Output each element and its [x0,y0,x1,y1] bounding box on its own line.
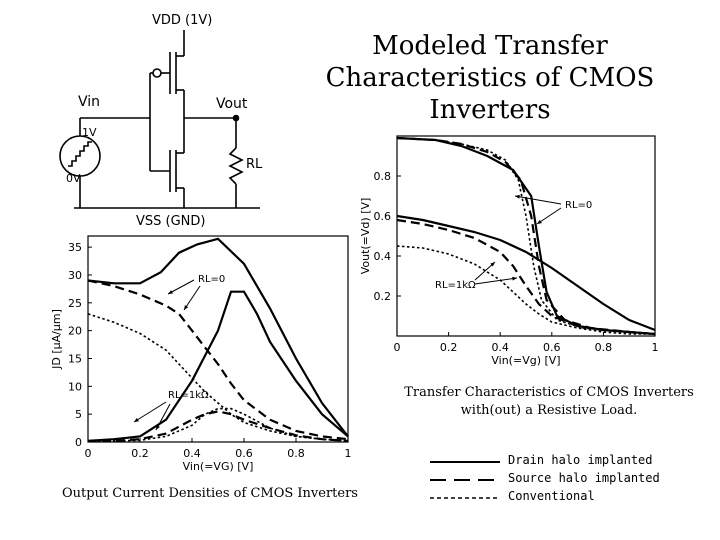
series-line-dotted [87,407,349,443]
series-line-dotted [396,245,655,335]
series-line-dashed [396,218,656,336]
plot-frame [396,135,656,337]
annotation-label: RL=1kΩ [168,390,209,401]
y-tick-label: 0.4 [374,250,392,263]
annotation-arrowhead [156,425,160,430]
y-tick-label: 0.2 [374,290,392,303]
series-line-dotted [396,137,656,335]
series-line-solid [87,237,349,438]
legend-item: Source halo implanted [430,471,690,488]
vss-label: VSS (GND) [136,214,205,229]
x-tick-label: 0.8 [287,447,305,460]
x-axis-label: Vin(=Vg) [V] [491,354,560,367]
annotation-arrow [167,279,195,295]
x-tick-label: 0.2 [131,447,149,460]
y-axis-label: JD [μA/μm] [50,309,63,370]
series-line-dotted [87,313,349,442]
x-tick-label: 0.2 [440,341,458,354]
x-tick-label: 0 [85,447,92,460]
transfer-caption: Transfer Characteristics of CMOS Inverte… [388,384,710,420]
plot-frame [87,235,349,443]
inverter-schematic: VDD (1V) VSS (GND) Vin Vout RL 1V 0V [59,13,263,229]
current-caption: Output Current Densities of CMOS Inverte… [62,486,358,501]
y-tick-label: 10 [68,380,82,393]
legend-item: Drain halo implanted [430,453,690,470]
page-title: Modeled Transfer Characteristics of CMOS… [300,30,680,126]
vdd-label: VDD (1V) [152,13,212,28]
x-tick-label: 0.6 [235,447,253,460]
annotation-arrow [133,401,167,423]
transfer-chart: 0 0.2 0.4 0.6 0.8 1 0.2 0.4 0.6 0.8 Vin(=Vg) [V] Vo… [359,135,659,367]
annotation-arrowhead [512,276,517,281]
title-line: Modeled Transfer [372,31,608,61]
y-tick-label: 15 [68,352,82,365]
title-line: Inverters [429,95,551,125]
x-tick-label: 0 [394,341,401,354]
series-line-solid [87,290,349,442]
x-tick-label: 0.6 [543,341,561,354]
legend-line-solid [430,461,500,463]
y-tick-label: 20 [68,325,82,338]
legend-label: Drain halo implanted [508,453,653,467]
vout-label: Vout [216,96,248,112]
annotation-label: RL=0 [565,200,592,211]
legend-label: Source halo implanted [508,471,660,485]
annotation-arrowhead [184,305,189,310]
source-low-label: 0V [66,172,81,185]
y-tick-label: 5 [75,408,82,421]
y-axis-label: Vout(=Vd) [V] [359,198,372,275]
x-tick-label: 0.4 [183,447,201,460]
annotation-arrow [155,403,171,431]
rl-label: RL [246,157,263,172]
caption-line: with(out) a Resistive Load. [460,403,638,418]
y-tick-label: 35 [68,241,82,254]
caption-line: Transfer Characteristics of CMOS Inverte… [404,385,694,400]
annotation-arrowhead [490,262,495,267]
series-line-solid [396,214,656,332]
annotation-arrow [536,207,562,225]
legend: Drain halo implanted Source halo implant… [430,452,690,504]
x-tick-label: 1 [345,447,352,460]
y-tick-label: 30 [68,269,82,282]
y-tick-label: 0 [75,436,82,449]
x-tick-label: 0.4 [491,341,509,354]
legend-item: Conventional [430,489,690,506]
legend-line-dotted [430,497,500,499]
annotation-arrowhead [168,290,173,294]
y-tick-label: 0.6 [374,210,392,223]
x-axis-label: Vin(=VG) [V] [183,460,254,473]
annotation-arrowhead [515,194,520,199]
series-line-dashed [87,279,349,441]
legend-label: Conventional [508,489,595,503]
annotation-arrowhead [537,219,542,224]
annotation-arrow [514,195,562,205]
annotation-arrow [183,285,201,311]
x-tick-label: 1 [652,341,659,354]
annotation-label: RL=0 [198,274,225,285]
x-tick-label: 0.8 [595,341,613,354]
legend-line-dashed [430,479,500,481]
y-tick-label: 25 [68,297,82,310]
y-tick-label: 0.8 [374,170,392,183]
title-line: Characteristics of CMOS [325,63,655,93]
annotation-arrow [474,277,518,285]
annotation-arrowhead [134,417,139,422]
series-line-dashed [87,410,349,443]
vin-label: Vin [78,94,100,110]
source-high-label: 1V [82,126,97,139]
annotation-label: RL=1kΩ [435,280,476,291]
